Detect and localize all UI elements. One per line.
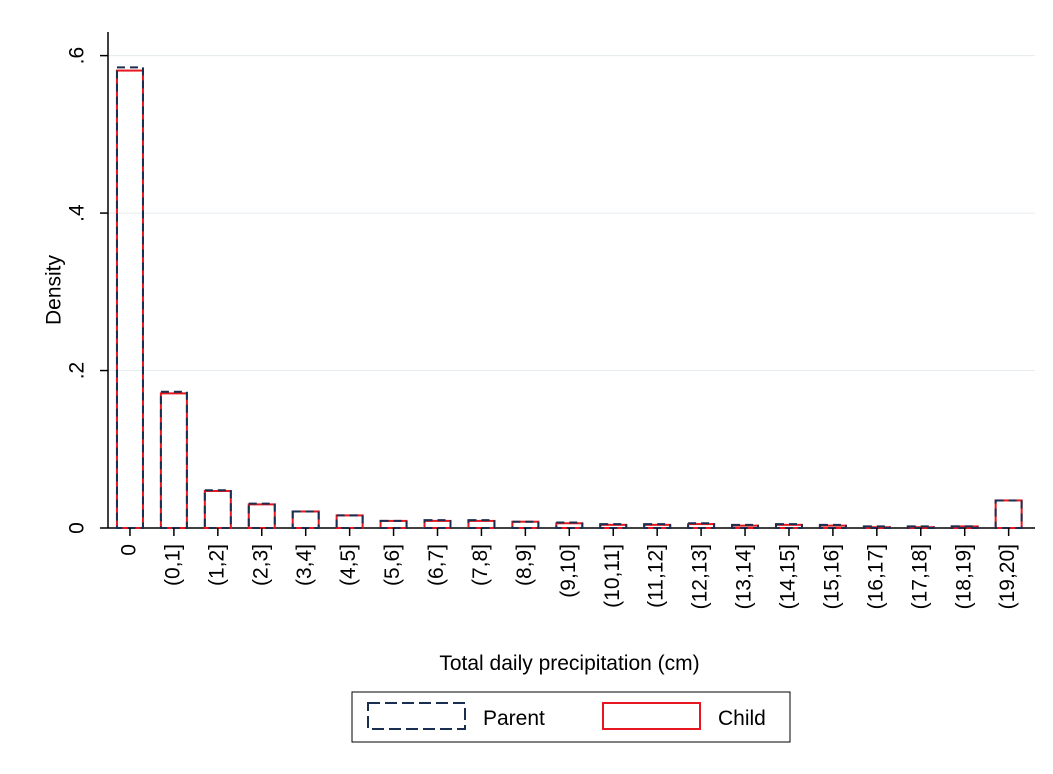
x-tick-label: (10,11] [601,544,624,608]
bar-child [291,510,320,530]
legend-box [351,691,791,743]
x-tick-label: (18,19] [952,544,975,609]
legend-swatch-child [602,702,701,730]
bar-child [379,519,408,530]
bar-child [335,514,364,530]
x-tick-label: (2,3] [249,544,272,586]
x-tick-label: (13,14] [733,544,756,609]
x-tick-label: (19,20] [996,544,1019,609]
bar-child [247,503,276,529]
bar-child [203,489,232,529]
bars [115,66,1023,530]
bar-parent [159,390,188,529]
x-tick-label: (1,2] [205,544,228,586]
x-tick-label: (16,17] [864,544,887,609]
bar-child [115,69,144,529]
bar-child [159,392,188,529]
x-tick-label: (9,10] [557,544,580,598]
legend-label-parent: Parent [483,707,545,730]
gridlines [108,55,1035,372]
bar-parent [247,502,276,530]
legend: Parent Child [351,691,791,743]
bar-child [423,519,452,530]
bar-parent [994,499,1023,530]
x-tick-label: (12,13] [689,544,712,609]
x-tick-label: (6,7] [425,544,448,586]
axes [107,32,1035,529]
legend-swatch-parent [367,702,466,730]
y-tick-label: .2 [66,362,89,380]
x-tick-label: (3,4] [293,544,316,586]
x-tick-label: (8,9] [513,544,536,586]
x-tick-label: (15,16] [820,544,843,609]
x-tick-label: (17,18] [908,544,931,609]
bar-parent [291,510,320,530]
bar-child [994,499,1023,530]
legend-label-child: Child [718,707,766,730]
bar-child [467,519,496,530]
x-tick-label: (0,1] [161,544,184,586]
x-tick-label: (11,12] [645,544,668,608]
bar-parent [379,519,408,530]
y-tick-label: .4 [66,204,89,222]
y-tick-label: .6 [66,47,89,65]
bar-parent [115,66,144,530]
x-tick-label: (5,6] [381,544,404,586]
bar-parent [335,514,364,530]
x-tick-label: (4,5] [337,544,360,586]
bar-parent [203,489,232,530]
x-axis-label: Total daily precipitation (cm) [439,652,699,675]
x-tick-label: (7,8] [469,544,492,586]
x-tick-label: 0 [118,544,141,556]
tick-labels: 0 .2 .4 .6 0 (0,1] (1,2] (2,3] (3,4] (4,5] (5,6] (6… [66,47,1020,610]
x-tick-label: (14,15] [777,544,800,609]
y-axis-label: Density [43,254,66,325]
y-tick-label: 0 [66,522,89,534]
